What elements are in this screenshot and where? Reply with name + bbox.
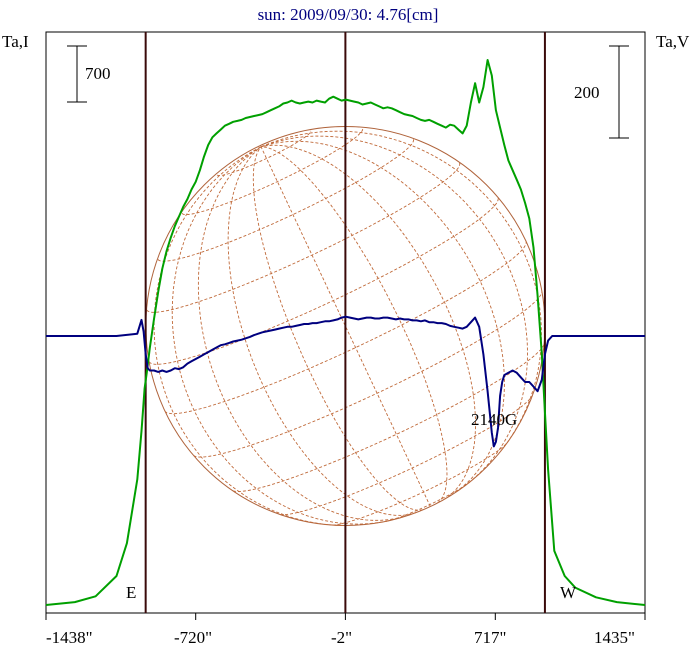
chart-title: sun: 2009/09/30: 4.76[cm]: [258, 5, 439, 24]
latitude-line: [148, 197, 499, 365]
longitude-line: [260, 144, 476, 500]
longitude-line: [260, 135, 528, 484]
scale-bar-left: [67, 45, 87, 103]
latitude-line: [193, 291, 543, 458]
latitude-line: [332, 442, 508, 526]
scale-bar-right: [609, 45, 629, 139]
longitude-line: [260, 146, 431, 507]
series-layer: [45, 59, 646, 606]
longitude-line: [252, 146, 424, 511]
x-tick-label-0: -1438": [46, 628, 93, 647]
x-tick-label-4: 1435": [594, 628, 635, 647]
scale-bar-right-label: 200: [574, 83, 600, 102]
x-ticks: [45, 613, 646, 620]
longitude-line: [153, 146, 343, 526]
limb-label-west: W: [560, 583, 577, 602]
scale-bar-left-label: 700: [85, 64, 111, 83]
x-tick-label-3: 717": [474, 628, 506, 647]
longitude-line: [227, 146, 417, 516]
longitude-line: [260, 146, 448, 504]
series-line-I: [45, 59, 646, 606]
longitude-line: [197, 146, 403, 521]
x-tick-label-1: -720": [174, 628, 212, 647]
limb-and-center-lines: [144, 32, 546, 613]
y-label-left: Ta,I: [2, 32, 29, 51]
annotation-2140G: 2140G: [471, 410, 517, 429]
limb-label-east: E: [126, 583, 136, 602]
longitude-line: [171, 146, 388, 525]
x-tick-label-2: -2": [331, 628, 352, 647]
y-label-right: Ta,V: [656, 32, 690, 51]
series-line-V: [46, 315, 645, 448]
latitude-line: [232, 344, 545, 492]
